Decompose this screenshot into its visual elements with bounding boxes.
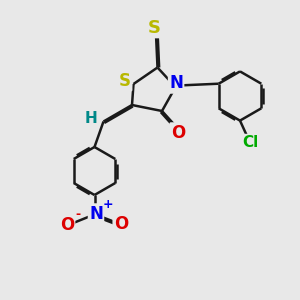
Text: O: O <box>60 216 74 234</box>
Text: O: O <box>114 215 128 233</box>
Text: S: S <box>119 72 131 90</box>
Text: H: H <box>85 111 97 126</box>
Text: N: N <box>169 74 183 92</box>
Text: Cl: Cl <box>242 135 259 150</box>
Text: +: + <box>103 198 113 211</box>
Text: -: - <box>75 208 80 221</box>
Text: S: S <box>148 19 161 37</box>
Text: N: N <box>89 205 103 223</box>
Text: O: O <box>171 124 185 142</box>
